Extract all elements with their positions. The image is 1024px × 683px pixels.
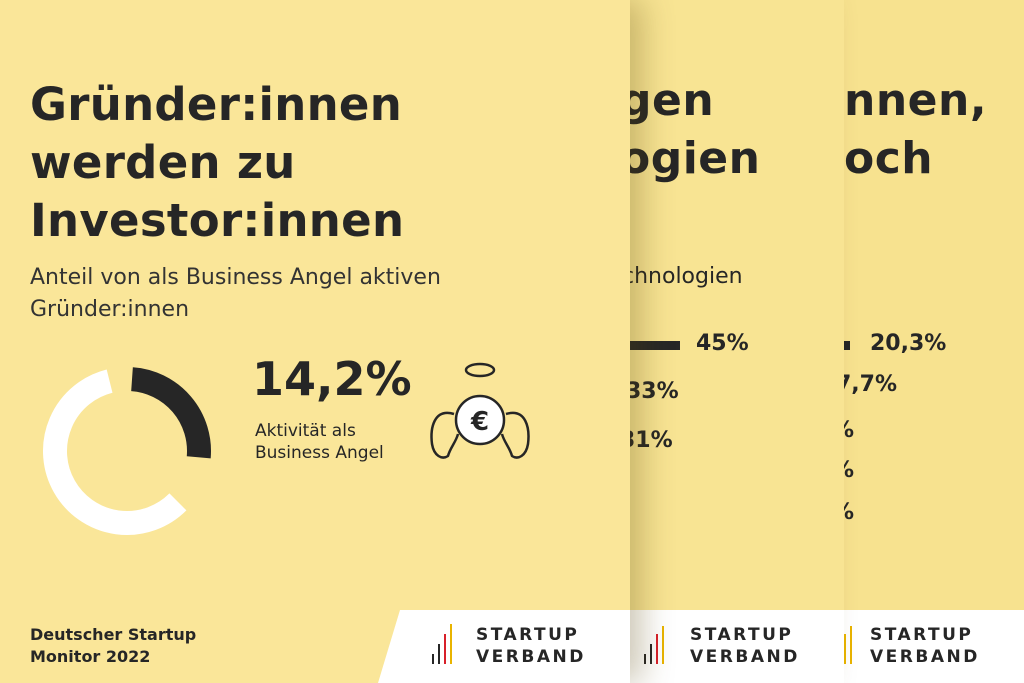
subtitle: Anteil von als Business Angel aktiven Gr… <box>30 265 441 322</box>
angel-euro-icon: € <box>430 362 530 459</box>
footer-title: Deutscher Startup Monitor 2022 <box>30 625 197 666</box>
donut-filled-segment <box>130 367 211 459</box>
back-card-logo: STARTUP VERBAND <box>832 610 1024 683</box>
startup-verband-logo-icon <box>432 624 452 664</box>
front-card: Gründer:innen werden zu Investor:innen A… <box>0 0 630 683</box>
donut-chart <box>43 367 211 535</box>
back-card: nnen, och 20,3% 7,7% % % % STARTUP VERBA… <box>832 0 1024 683</box>
middle-card-value-2: 33% <box>626 379 679 404</box>
big-value: 14,2% <box>252 352 412 406</box>
startup-verband-logo-icon <box>644 626 664 664</box>
back-card-title-line-1: nnen, <box>844 75 988 126</box>
front-card-logo <box>378 610 630 683</box>
back-card-value-1: 20,3% <box>870 331 947 356</box>
logo-text: STARTUP VERBAND <box>870 625 980 667</box>
middle-card-value-1: 45% <box>696 331 749 356</box>
donut-rest-segment <box>43 369 187 535</box>
logo-text: STARTUP VERBAND <box>690 625 800 667</box>
middle-card-title-line-2: ogien <box>620 133 761 184</box>
logo-text: STARTUP VERBAND <box>476 625 586 667</box>
middle-card-subtitle: chnologien <box>622 264 743 289</box>
middle-card-logo: STARTUP VERBAND <box>616 610 844 683</box>
svg-text:€: € <box>470 407 489 437</box>
page-title: Gründer:innen werden zu Investor:innen <box>30 78 405 247</box>
value-label: Aktivität als Business Angel <box>255 421 384 463</box>
middle-card: gen ogien chnologien 45% 33% 31% STARTUP… <box>616 0 844 683</box>
back-card-value-2: 7,7% <box>836 372 898 397</box>
middle-card-title-line-1: gen <box>620 75 715 126</box>
middle-card-bar-1 <box>616 341 680 350</box>
back-card-title-line-2: och <box>844 133 934 184</box>
startup-verband-logo-icon <box>844 626 852 664</box>
